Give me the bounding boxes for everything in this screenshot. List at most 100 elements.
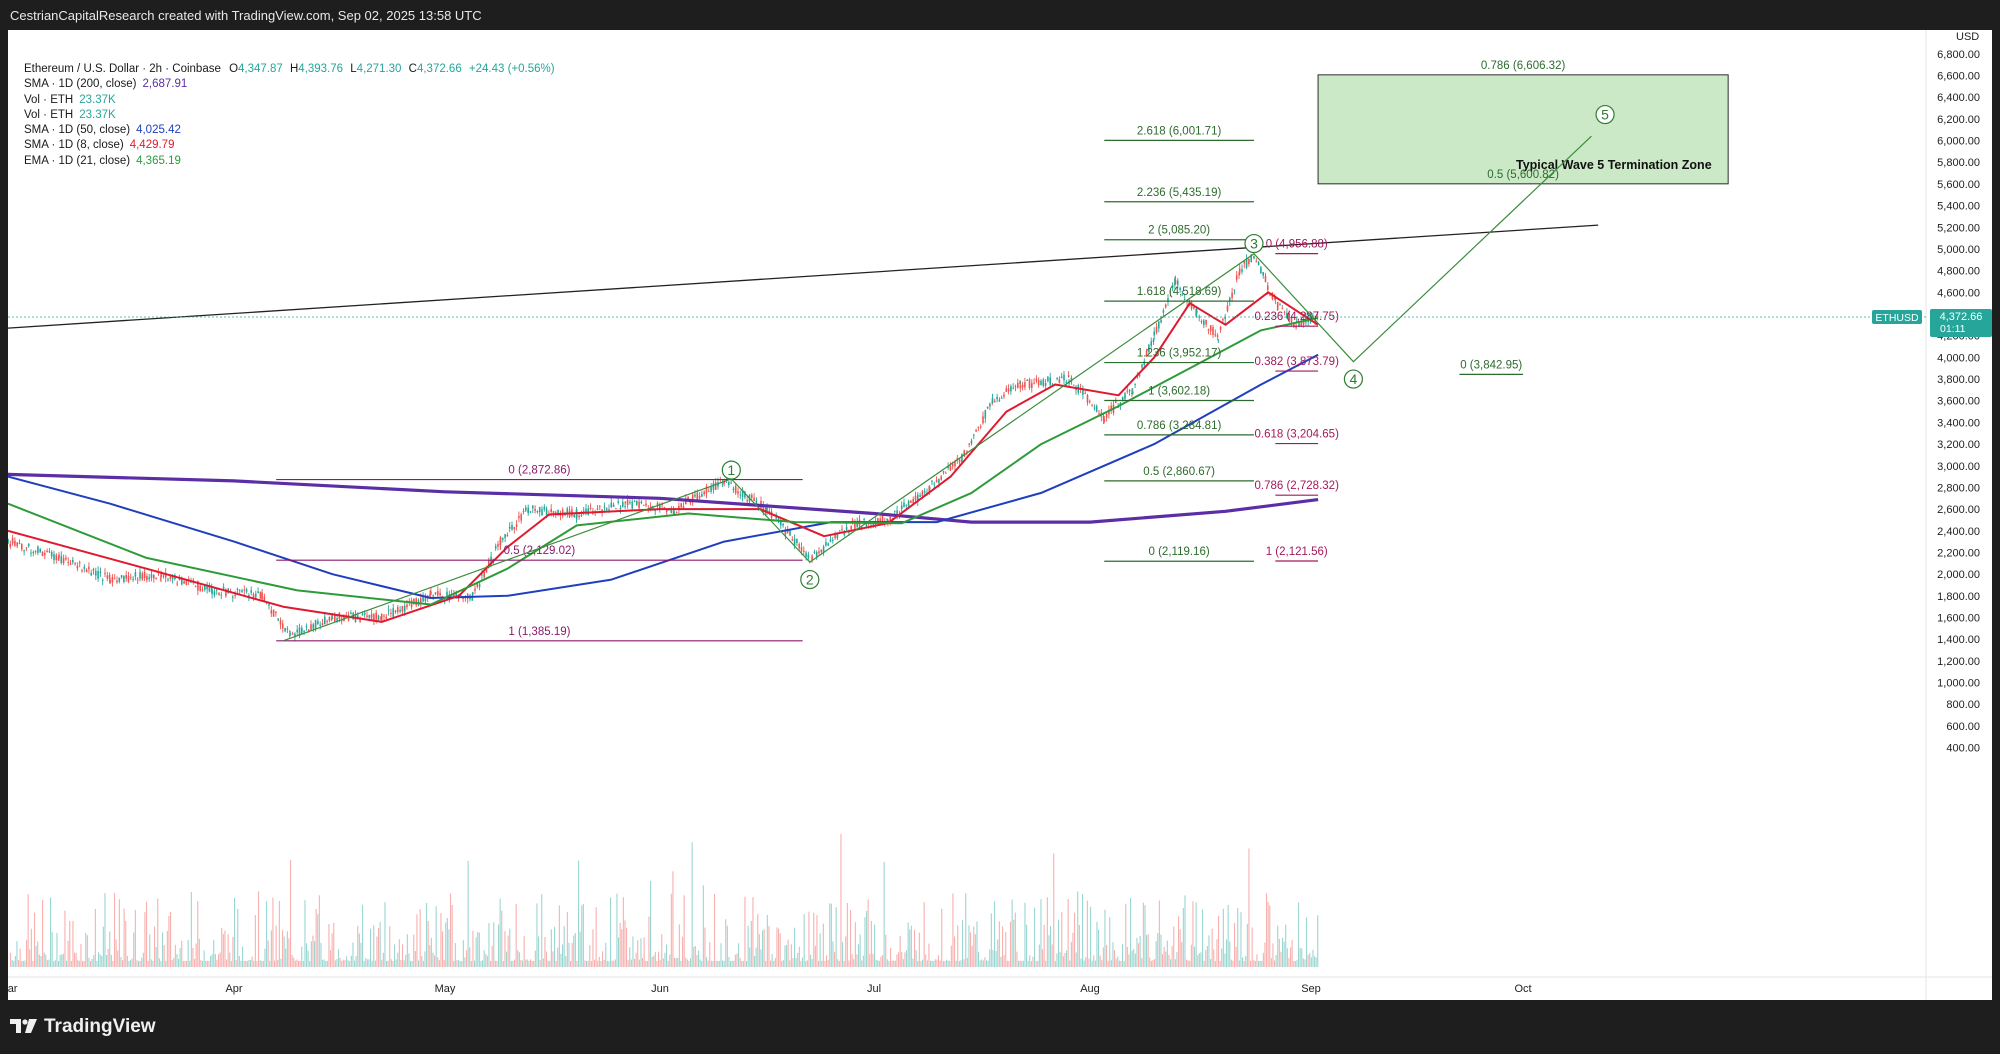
legend-indicator[interactable]: SMA · 1D (200, close) 2,687.91: [24, 77, 555, 92]
candle-body: [1012, 387, 1014, 389]
volume-bar: [1130, 898, 1132, 967]
volume-bar: [1214, 961, 1216, 967]
volume-bar: [294, 960, 296, 967]
volume-bar: [515, 904, 517, 967]
legend-indicator[interactable]: SMA · 1D (50, close) 4,025.42: [24, 123, 555, 138]
volume-bar: [810, 954, 812, 967]
volume-bar: [1293, 961, 1295, 967]
candle-body: [1238, 274, 1240, 276]
volume-bar: [258, 891, 260, 967]
candle-body: [113, 578, 116, 580]
volume-bar: [731, 960, 733, 967]
volume-bar: [152, 960, 154, 967]
candle-body: [11, 538, 14, 544]
volume-bar: [816, 915, 818, 967]
candle-body: [303, 630, 305, 632]
volume-bar: [389, 926, 391, 967]
volume-bar: [654, 951, 656, 967]
legend-indicator[interactable]: Vol · ETH 23.37K: [24, 108, 555, 123]
volume-bar: [738, 943, 740, 967]
candle-body: [1195, 309, 1197, 317]
time-tick-label: May: [435, 983, 456, 995]
volume-bar: [952, 893, 954, 967]
candle-body: [373, 614, 375, 622]
volume-bar: [181, 940, 183, 967]
volume-bar: [211, 954, 213, 967]
volume-bar: [1275, 955, 1277, 967]
volume-bar: [373, 925, 375, 967]
candle-body: [494, 546, 497, 549]
candle-body: [1091, 405, 1093, 407]
candle-body: [150, 574, 153, 578]
volume-bar: [318, 895, 320, 967]
volume-bar: [744, 896, 746, 967]
candle-body: [986, 406, 989, 409]
legend-indicator[interactable]: Vol · ETH 23.37K: [24, 93, 555, 108]
volume-bar: [1014, 912, 1016, 967]
candle-body: [399, 609, 401, 612]
candle-body: [701, 493, 703, 497]
volume-bar: [270, 930, 272, 967]
candle-body: [65, 557, 67, 560]
candle-body: [83, 566, 86, 569]
volume-bar: [541, 894, 543, 967]
candle-body: [1281, 308, 1284, 310]
candle-body: [877, 518, 879, 522]
price-tick-label: 5,400.00: [1937, 201, 1980, 213]
candle-body: [820, 549, 823, 553]
candle-body: [390, 612, 392, 614]
price-tick-label: 5,800.00: [1937, 157, 1980, 169]
candle-body: [430, 591, 432, 595]
volume-bar: [982, 960, 984, 967]
legend-indicator[interactable]: SMA · 1D (8, close) 4,429.79: [24, 138, 555, 153]
volume-bar: [997, 939, 999, 967]
candle-body: [76, 565, 79, 569]
wave-label-circle: [721, 460, 741, 480]
footer-bar: TradingView: [0, 1000, 2000, 1054]
candle-body: [25, 547, 28, 549]
volume-bar: [1229, 941, 1231, 967]
fib-level-label: 0 (3,842.95): [1460, 359, 1522, 371]
volume-bar: [27, 894, 29, 967]
tradingview-logo[interactable]: TradingView: [10, 1016, 156, 1038]
price-tick-label: 5,200.00: [1937, 222, 1980, 234]
volume-bar: [584, 960, 586, 967]
volume-bar: [53, 961, 55, 967]
volume-bar: [642, 957, 644, 967]
volume-bar: [533, 961, 535, 967]
volume-bar: [485, 954, 487, 967]
candle-body: [1158, 321, 1160, 329]
volume-bar: [979, 960, 981, 967]
volume-bar: [488, 923, 490, 967]
volume-bar: [568, 942, 570, 967]
candle-body: [622, 502, 624, 507]
candle-body: [610, 502, 613, 508]
candle-body: [104, 572, 106, 574]
candle-body: [717, 482, 719, 487]
candle-body: [481, 574, 483, 576]
volume-bar: [1189, 960, 1191, 967]
candle-body: [432, 595, 434, 597]
volume-bar: [829, 903, 831, 967]
volume-bar: [70, 961, 72, 967]
volume-bar: [658, 951, 660, 967]
candle-body: [160, 572, 162, 578]
volume-bar: [942, 961, 944, 967]
fib-level-label: 0.5 (2,129.02): [504, 545, 576, 557]
candle-body: [1216, 335, 1219, 337]
candle-body: [361, 614, 364, 616]
candle-body: [791, 539, 794, 541]
volume-bar: [682, 936, 684, 967]
volume-bar: [1144, 905, 1146, 967]
volume-bar: [1310, 957, 1312, 967]
volume-bar: [88, 957, 90, 967]
volume-bar: [323, 959, 325, 967]
chart-panel[interactable]: Typical Wave 5 Termination Zone 0 (2,872.…: [8, 30, 1992, 1000]
candle-body: [963, 450, 965, 455]
volume-bar: [866, 911, 868, 967]
fib-level-label: 0.786 (3,284.81): [1137, 420, 1222, 432]
volume-bar: [26, 939, 28, 967]
volume-bar: [1096, 922, 1098, 967]
legend-indicator[interactable]: EMA · 1D (21, close) 4,365.19: [24, 154, 555, 169]
